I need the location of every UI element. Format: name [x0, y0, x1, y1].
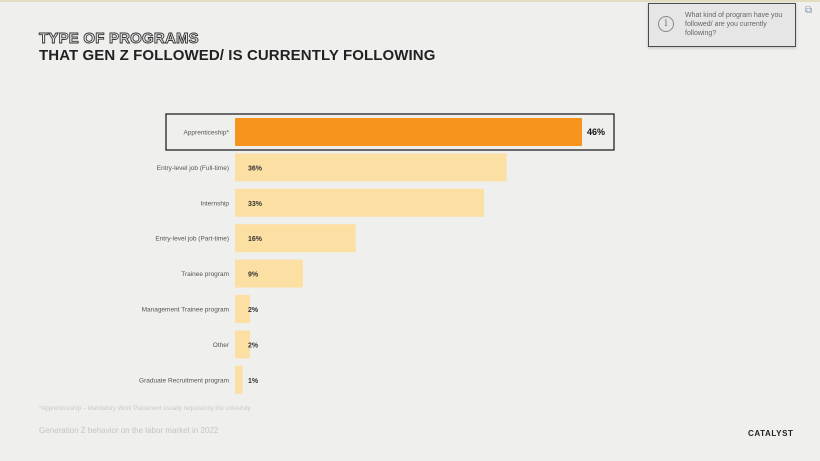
value-label-5: 2% — [248, 307, 259, 314]
value-label-3: 16% — [248, 236, 263, 243]
value-label-4: 9% — [248, 272, 259, 279]
page-title-outline: TYPE OF PROGRAMS — [39, 30, 200, 48]
category-label-4: Trainee program — [181, 271, 229, 278]
highlight-frame — [165, 113, 615, 151]
top-divider — [0, 0, 820, 2]
bar-3 — [235, 224, 356, 253]
question-tooltip[interactable]: i What kind of program have you followed… — [648, 3, 796, 47]
info-icon: i — [658, 16, 674, 32]
value-label-0: 46% — [587, 127, 605, 137]
source-footer: Generation Z behavior on the labor marke… — [39, 426, 219, 435]
bar-0 — [235, 118, 582, 146]
catalyst-logo: CATALYST — [748, 429, 794, 438]
footnote: *Apprenticeship – Mandatory Work Placeme… — [39, 406, 251, 412]
category-label-3: Entry-level job (Part-time) — [155, 236, 229, 243]
bar-1 — [235, 153, 507, 182]
value-label-1: 36% — [248, 165, 263, 172]
value-label-7: 1% — [248, 378, 259, 385]
bar-4 — [235, 259, 303, 288]
category-label-1: Entry-level job (Full-time) — [157, 165, 229, 172]
bar-7 — [235, 365, 243, 394]
category-label-6: Other — [213, 342, 230, 349]
value-label-6: 2% — [248, 342, 259, 349]
bar-2 — [235, 188, 484, 217]
value-label-2: 33% — [248, 201, 263, 208]
category-label-2: Internship — [200, 200, 229, 207]
tooltip-text: What kind of program have you followed/ … — [685, 12, 783, 37]
category-label-5: Management Trainee program — [142, 307, 229, 314]
expand-icon[interactable]: ⧉ — [805, 5, 813, 16]
page-title: THAT GEN Z FOLLOWED/ IS CURRENTLY FOLLOW… — [39, 47, 436, 64]
bar-5 — [235, 295, 251, 323]
bar-6 — [235, 330, 251, 359]
category-label-7: Graduate Recruitment program — [139, 377, 229, 384]
category-label-0: Apprenticeship* — [183, 130, 229, 137]
